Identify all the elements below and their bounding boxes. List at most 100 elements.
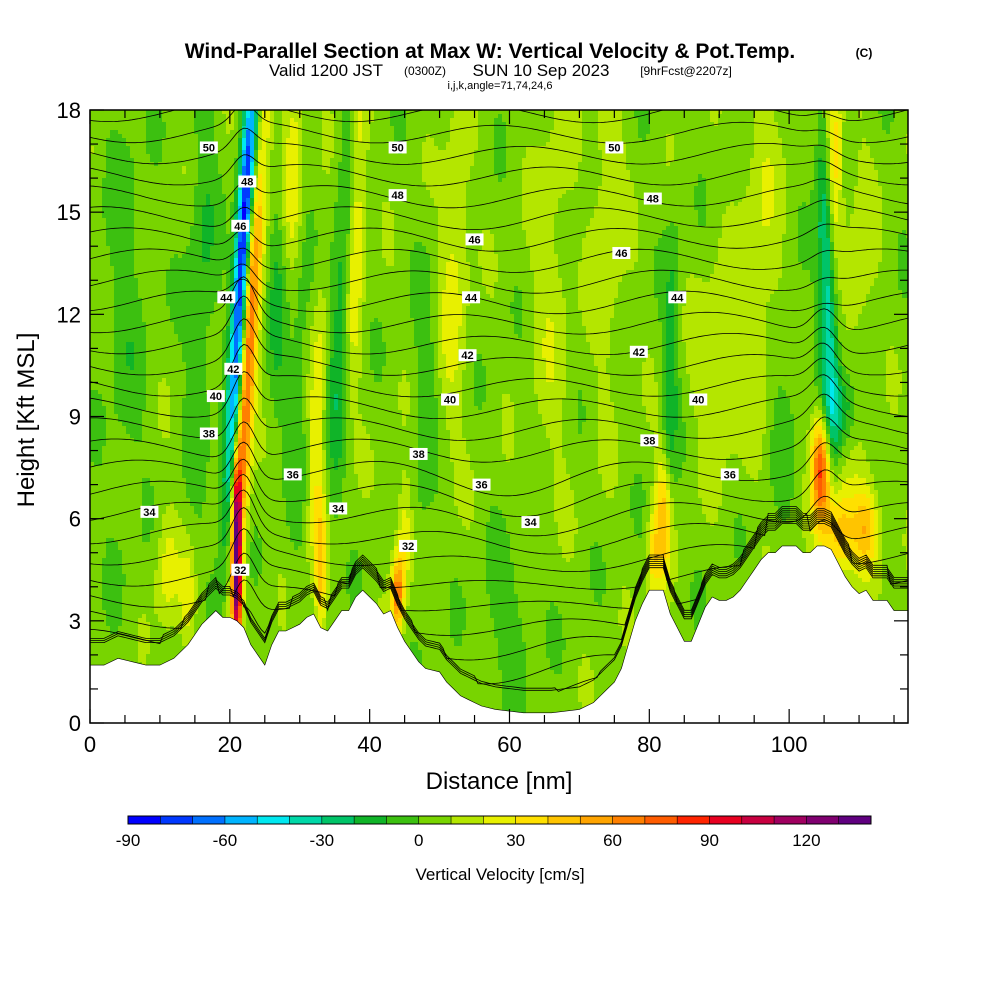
velocity-cell bbox=[718, 198, 723, 203]
velocity-cell bbox=[638, 202, 643, 207]
velocity-cell bbox=[190, 174, 195, 179]
velocity-cell bbox=[886, 178, 891, 183]
velocity-cell bbox=[330, 190, 335, 195]
velocity-cell bbox=[698, 186, 703, 191]
velocity-cell bbox=[214, 186, 219, 191]
velocity-cell bbox=[842, 134, 847, 139]
velocity-cell bbox=[730, 182, 735, 187]
velocity-cell bbox=[634, 166, 639, 171]
velocity-cell bbox=[230, 202, 235, 207]
velocity-cell bbox=[458, 194, 463, 199]
velocity-cell bbox=[510, 114, 515, 119]
velocity-cell bbox=[286, 154, 291, 159]
velocity-cell bbox=[794, 190, 799, 195]
velocity-cell bbox=[638, 146, 643, 151]
velocity-cell bbox=[426, 130, 431, 135]
velocity-cell bbox=[454, 194, 459, 199]
velocity-cell bbox=[794, 158, 799, 163]
velocity-cell bbox=[614, 122, 619, 127]
velocity-cell bbox=[118, 186, 123, 191]
velocity-cell bbox=[642, 178, 647, 183]
velocity-cell bbox=[710, 118, 715, 123]
velocity-cell bbox=[186, 138, 191, 143]
velocity-cell bbox=[882, 166, 887, 171]
velocity-cell bbox=[810, 194, 815, 199]
velocity-cell bbox=[222, 170, 227, 175]
velocity-cell bbox=[170, 130, 175, 135]
velocity-cell bbox=[178, 138, 183, 143]
velocity-cell bbox=[562, 158, 567, 163]
velocity-cell bbox=[730, 118, 735, 123]
velocity-cell bbox=[298, 154, 303, 159]
velocity-cell bbox=[558, 154, 563, 159]
velocity-cell bbox=[746, 126, 751, 131]
velocity-cell bbox=[406, 190, 411, 195]
velocity-cell bbox=[434, 122, 439, 127]
velocity-cell bbox=[550, 122, 555, 127]
velocity-cell bbox=[226, 190, 231, 195]
velocity-cell bbox=[202, 178, 207, 183]
velocity-cell bbox=[202, 166, 207, 171]
velocity-cell bbox=[146, 162, 151, 167]
velocity-cell bbox=[518, 174, 523, 179]
velocity-cell bbox=[630, 198, 635, 203]
velocity-cell bbox=[530, 202, 535, 207]
velocity-cell bbox=[402, 154, 407, 159]
velocity-cell bbox=[402, 126, 407, 131]
velocity-cell bbox=[390, 166, 395, 171]
velocity-cell bbox=[874, 154, 879, 159]
velocity-cell bbox=[678, 170, 683, 175]
velocity-cell bbox=[106, 126, 111, 131]
velocity-cell bbox=[198, 118, 203, 123]
velocity-cell bbox=[446, 122, 451, 127]
velocity-cell bbox=[222, 194, 227, 199]
velocity-cell bbox=[818, 162, 823, 167]
velocity-cell bbox=[206, 174, 211, 179]
velocity-cell bbox=[290, 194, 295, 199]
velocity-cell bbox=[318, 170, 323, 175]
velocity-cell bbox=[598, 134, 603, 139]
velocity-cell bbox=[362, 154, 367, 159]
velocity-cell bbox=[606, 114, 611, 119]
velocity-cell bbox=[698, 158, 703, 163]
velocity-cell bbox=[846, 146, 851, 151]
velocity-cell bbox=[786, 182, 791, 187]
velocity-cell bbox=[242, 122, 247, 127]
velocity-cell bbox=[366, 162, 371, 167]
velocity-cell bbox=[710, 122, 715, 127]
velocity-cell bbox=[662, 138, 667, 143]
velocity-cell bbox=[314, 194, 319, 199]
velocity-cell bbox=[746, 174, 751, 179]
velocity-cell bbox=[682, 178, 687, 183]
velocity-cell bbox=[742, 162, 747, 167]
velocity-cell bbox=[318, 122, 323, 127]
velocity-cell bbox=[594, 114, 599, 119]
velocity-cell bbox=[310, 118, 315, 123]
velocity-cell bbox=[538, 142, 543, 147]
velocity-cell bbox=[762, 126, 767, 131]
velocity-cell bbox=[538, 154, 543, 159]
velocity-cell bbox=[298, 206, 303, 211]
velocity-cell bbox=[642, 174, 647, 179]
velocity-cell bbox=[750, 202, 755, 207]
velocity-cell bbox=[190, 158, 195, 163]
velocity-cell bbox=[182, 190, 187, 195]
velocity-cell bbox=[162, 190, 167, 195]
velocity-cell bbox=[842, 198, 847, 203]
velocity-cell bbox=[566, 114, 571, 119]
velocity-cell bbox=[146, 170, 151, 175]
velocity-cell bbox=[150, 142, 155, 147]
velocity-cell bbox=[554, 122, 559, 127]
velocity-cell bbox=[894, 174, 899, 179]
velocity-cell bbox=[134, 134, 139, 139]
velocity-cell bbox=[754, 162, 759, 167]
velocity-cell bbox=[258, 118, 263, 123]
velocity-cell bbox=[550, 170, 555, 175]
velocity-cell bbox=[806, 166, 811, 171]
velocity-cell bbox=[666, 130, 671, 135]
velocity-cell bbox=[466, 202, 471, 207]
velocity-cell bbox=[434, 174, 439, 179]
velocity-cell bbox=[522, 182, 527, 187]
velocity-cell bbox=[582, 146, 587, 151]
velocity-cell bbox=[626, 182, 631, 187]
